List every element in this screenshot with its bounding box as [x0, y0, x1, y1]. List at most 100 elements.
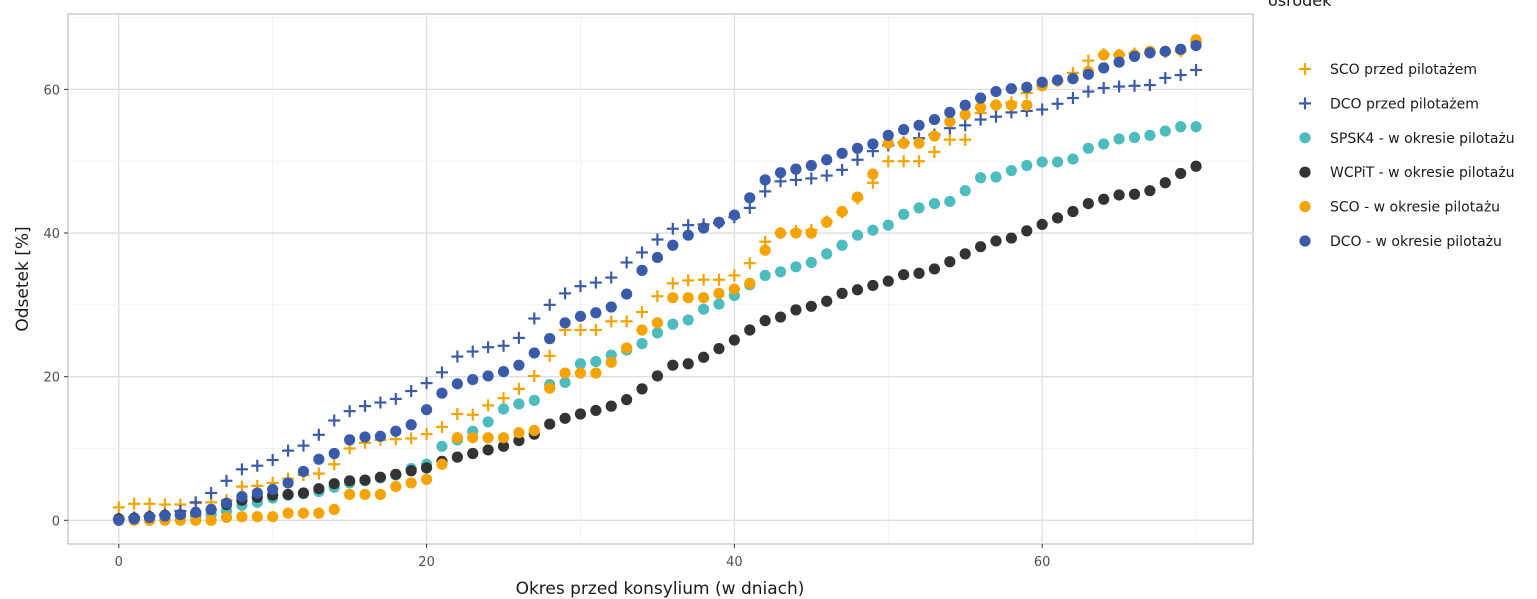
- data-point: [867, 224, 879, 236]
- data-point: [928, 263, 941, 275]
- data-point: [574, 367, 587, 379]
- data-point: [913, 119, 925, 131]
- data-point: [975, 92, 987, 104]
- data-point: [713, 298, 725, 310]
- data-point: [528, 312, 541, 325]
- data-point: [882, 275, 894, 287]
- data-point: [190, 506, 202, 519]
- data-point: [174, 508, 186, 521]
- data-point: [328, 478, 340, 490]
- data-point: [574, 310, 587, 322]
- data-point: [1113, 80, 1126, 93]
- data-point: [990, 235, 1002, 247]
- data-point: [297, 507, 310, 519]
- x-tick-label: 0: [115, 555, 123, 570]
- data-point: [805, 172, 818, 185]
- data-point: [467, 447, 479, 460]
- data-point: [928, 197, 941, 210]
- data-point: [497, 366, 510, 378]
- data-point: [790, 304, 802, 316]
- data-point: [851, 142, 864, 154]
- data-point: [1175, 167, 1187, 180]
- data-point: [544, 418, 556, 430]
- data-point: [312, 467, 325, 480]
- data-point: [390, 468, 402, 480]
- data-point: [774, 167, 787, 179]
- data-point: [728, 334, 740, 346]
- data-point: [1082, 68, 1094, 80]
- data-point: [128, 513, 140, 525]
- data-point: [682, 292, 694, 304]
- data-point: [1128, 50, 1141, 62]
- data-point: [1005, 83, 1017, 95]
- data-point: [1036, 103, 1049, 116]
- data-point: [944, 256, 956, 268]
- data-point: [559, 287, 572, 300]
- data-point: [1021, 81, 1033, 93]
- data-point: [390, 480, 402, 493]
- data-point: [482, 416, 494, 428]
- data-point: [344, 488, 356, 501]
- data-point: [544, 333, 556, 345]
- data-point: [466, 408, 479, 421]
- data-point: [944, 106, 956, 118]
- data-point: [390, 425, 402, 437]
- data-point: [451, 408, 464, 421]
- data-point: [959, 119, 972, 132]
- data-point: [959, 108, 971, 121]
- data-point: [1098, 193, 1110, 205]
- data-point: [1005, 164, 1017, 177]
- y-tick-label: 0: [52, 514, 60, 529]
- data-point: [667, 239, 679, 251]
- data-point: [636, 246, 649, 259]
- series-2: [112, 64, 1203, 525]
- data-point: [989, 110, 1002, 123]
- data-point: [590, 307, 602, 319]
- data-point: [975, 241, 987, 253]
- data-point: [851, 229, 864, 241]
- legend-marker: [1299, 166, 1311, 178]
- data-point: [1113, 56, 1125, 68]
- data-point: [297, 465, 310, 478]
- x-axis-ticks: 0 20 40 60: [115, 544, 1050, 570]
- data-point: [251, 511, 263, 523]
- data-point: [420, 377, 433, 390]
- data-point: [128, 497, 141, 510]
- data-point: [405, 432, 418, 445]
- data-point: [282, 444, 295, 457]
- data-point: [559, 412, 571, 424]
- data-point: [497, 403, 510, 415]
- data-point: [589, 323, 602, 336]
- data-point: [1082, 142, 1094, 154]
- data-point: [913, 137, 925, 149]
- data-point: [928, 145, 941, 158]
- data-point: [374, 471, 387, 483]
- data-point: [420, 473, 433, 485]
- data-point: [821, 295, 833, 307]
- data-point: [697, 222, 710, 234]
- data-point: [759, 174, 771, 186]
- data-point: [867, 168, 879, 180]
- data-point: [789, 173, 802, 186]
- data-point: [497, 339, 510, 352]
- data-point: [313, 453, 325, 465]
- data-point: [1005, 232, 1017, 244]
- data-point: [667, 359, 679, 371]
- data-point: [605, 271, 618, 284]
- data-point: [836, 163, 849, 176]
- data-point: [359, 488, 371, 501]
- legend-marker: [1299, 63, 1311, 75]
- data-point: [405, 385, 418, 398]
- data-point: [651, 233, 664, 246]
- data-point: [328, 458, 341, 471]
- data-point: [1051, 156, 1064, 168]
- data-point: [1021, 159, 1033, 172]
- data-point: [497, 392, 510, 405]
- data-point: [713, 216, 725, 228]
- data-point: [113, 514, 125, 526]
- data-point: [605, 315, 618, 328]
- data-point: [328, 414, 341, 427]
- data-point: [205, 514, 217, 526]
- y-axis-ticks: 0 20 40 60: [43, 83, 68, 529]
- data-point: [944, 116, 956, 128]
